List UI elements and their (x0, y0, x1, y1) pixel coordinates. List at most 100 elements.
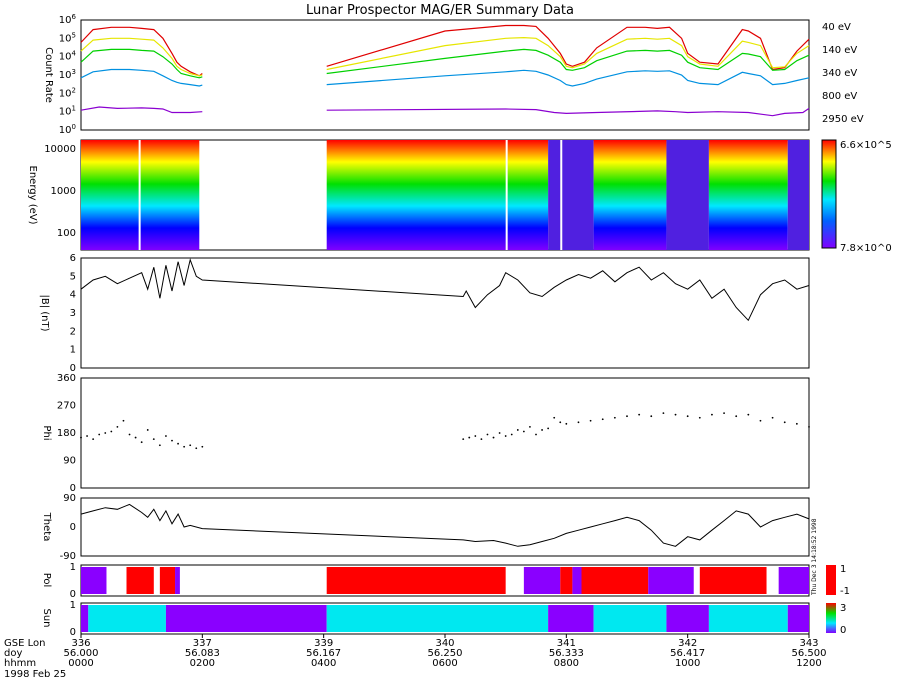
legend-entry: 40 eV (822, 22, 851, 33)
b-magnitude-ytick: 6 (70, 253, 76, 264)
x-tick-hhmm: 0200 (190, 658, 215, 669)
b-magnitude-frame (80, 257, 810, 369)
sun-segment (787, 605, 809, 632)
phi-ytick: 90 (63, 456, 76, 467)
phi-point (662, 412, 665, 415)
phi-point (535, 433, 537, 436)
series-line-2950-ev (80, 106, 810, 117)
x-tick-doy: 56.000 (64, 648, 99, 659)
phi-point (201, 445, 204, 448)
pol-ytick: 0 (70, 589, 76, 600)
theta-frame (80, 497, 810, 557)
legend-entry: 340 eV (822, 68, 857, 79)
pol-segment (126, 567, 154, 594)
pol-colorbar (826, 565, 836, 595)
phi-point (516, 429, 519, 431)
xaxis-row-doy: doy (4, 648, 22, 659)
x-tick-hhmm: 1000 (675, 658, 700, 669)
pol-segment (81, 567, 107, 594)
spectrogram-block (787, 140, 809, 250)
sun-ylabel: Sun (41, 608, 52, 627)
pol-ytick: 1 (70, 562, 76, 573)
spectrogram-block (548, 140, 594, 250)
x-tick-doy: 56.083 (185, 648, 220, 659)
phi-point (498, 432, 501, 434)
count-rate-ytick: 100 (59, 123, 76, 136)
sun-bar: 01 (70, 600, 809, 638)
colorbar-max-label: 6.6×10^5 (840, 140, 892, 151)
phi-frame (80, 377, 810, 489)
phi-point (486, 433, 489, 436)
pol-segment (581, 567, 649, 594)
phi-point (674, 413, 677, 416)
theta-ytick: 0 (70, 522, 76, 533)
spectrogram-ylabel: Energy (eV) (27, 166, 38, 225)
phi-plot: 0 90 180 270 360 (57, 373, 810, 494)
series-line-140-ev (80, 36, 810, 77)
count-rate-yticks: 100 101 102 103 104 105 106 (59, 13, 77, 136)
sun-segment (548, 605, 594, 632)
phi-point (189, 444, 192, 447)
x-tick-lon: 337 (193, 638, 212, 649)
phi-point (747, 413, 750, 416)
phi-point (177, 442, 179, 445)
phi-ylabel: Phi (41, 425, 52, 440)
phi-point (480, 438, 483, 441)
b-magnitude-ytick: 3 (70, 308, 76, 319)
phi-point (80, 436, 82, 439)
phi-point (134, 436, 137, 439)
pol-colorbar-max: 1 (840, 564, 846, 575)
b-magnitude-plot: 0 1 2 3 4 5 6 (70, 253, 810, 374)
phi-point (698, 416, 701, 419)
count-rate-ytick: 104 (59, 50, 77, 63)
count-rate-ytick: 103 (59, 68, 76, 81)
x-tick-hhmm: 0600 (432, 658, 457, 669)
phi-ytick: 180 (57, 428, 76, 439)
b-magnitude-ytick: 1 (70, 345, 76, 356)
x-tick-hhmm: 0800 (554, 658, 579, 669)
phi-point (504, 435, 507, 437)
phi-point (171, 439, 173, 442)
phi-point (492, 436, 495, 439)
spectrogram-block (326, 140, 549, 250)
x-tick-doy: 56.417 (670, 648, 705, 659)
b-magnitude-ytick: 0 (70, 363, 76, 374)
xaxis-row-gse-lon: GSE Lon (4, 638, 45, 649)
x-tick-lon: 340 (435, 638, 454, 649)
spectrogram-block (666, 140, 709, 250)
phi-point (577, 421, 580, 424)
phi-point (510, 433, 513, 436)
pol-bar: 01 (70, 562, 809, 600)
phi-point (686, 415, 689, 418)
sun-segment (326, 605, 549, 632)
phi-point (86, 435, 88, 437)
phi-point (771, 416, 774, 419)
phi-point (462, 438, 465, 441)
legend-entry: 140 eV (822, 45, 857, 56)
phi-ytick: 270 (57, 401, 76, 412)
x-tick-hhmm: 1200 (796, 658, 821, 669)
pol-segment (648, 567, 694, 594)
count-rate-frame (80, 19, 810, 131)
b-magnitude-ytick: 2 (70, 326, 76, 337)
phi-point (808, 425, 810, 428)
phi-point (541, 429, 543, 431)
pol-ylabel: Pol (41, 573, 52, 588)
sun-ytick: 1 (70, 600, 76, 611)
phi-ytick: 360 (57, 373, 76, 384)
theta-ytick: -90 (60, 551, 76, 562)
x-tick-doy: 56.250 (428, 648, 463, 659)
phi-point (183, 445, 186, 448)
theta-plot: -90 0 90 (60, 493, 810, 562)
phi-point (565, 422, 568, 425)
count-rate-ytick: 105 (59, 31, 76, 44)
phi-point (195, 447, 198, 450)
phi-point (638, 413, 641, 416)
phi-point (474, 435, 477, 437)
phi-point (601, 418, 604, 421)
sun-colorbar-min: 0 (840, 625, 846, 636)
pol-segment (523, 567, 561, 594)
pol-segment (159, 567, 176, 594)
pol-colorbar-min: -1 (840, 586, 850, 597)
